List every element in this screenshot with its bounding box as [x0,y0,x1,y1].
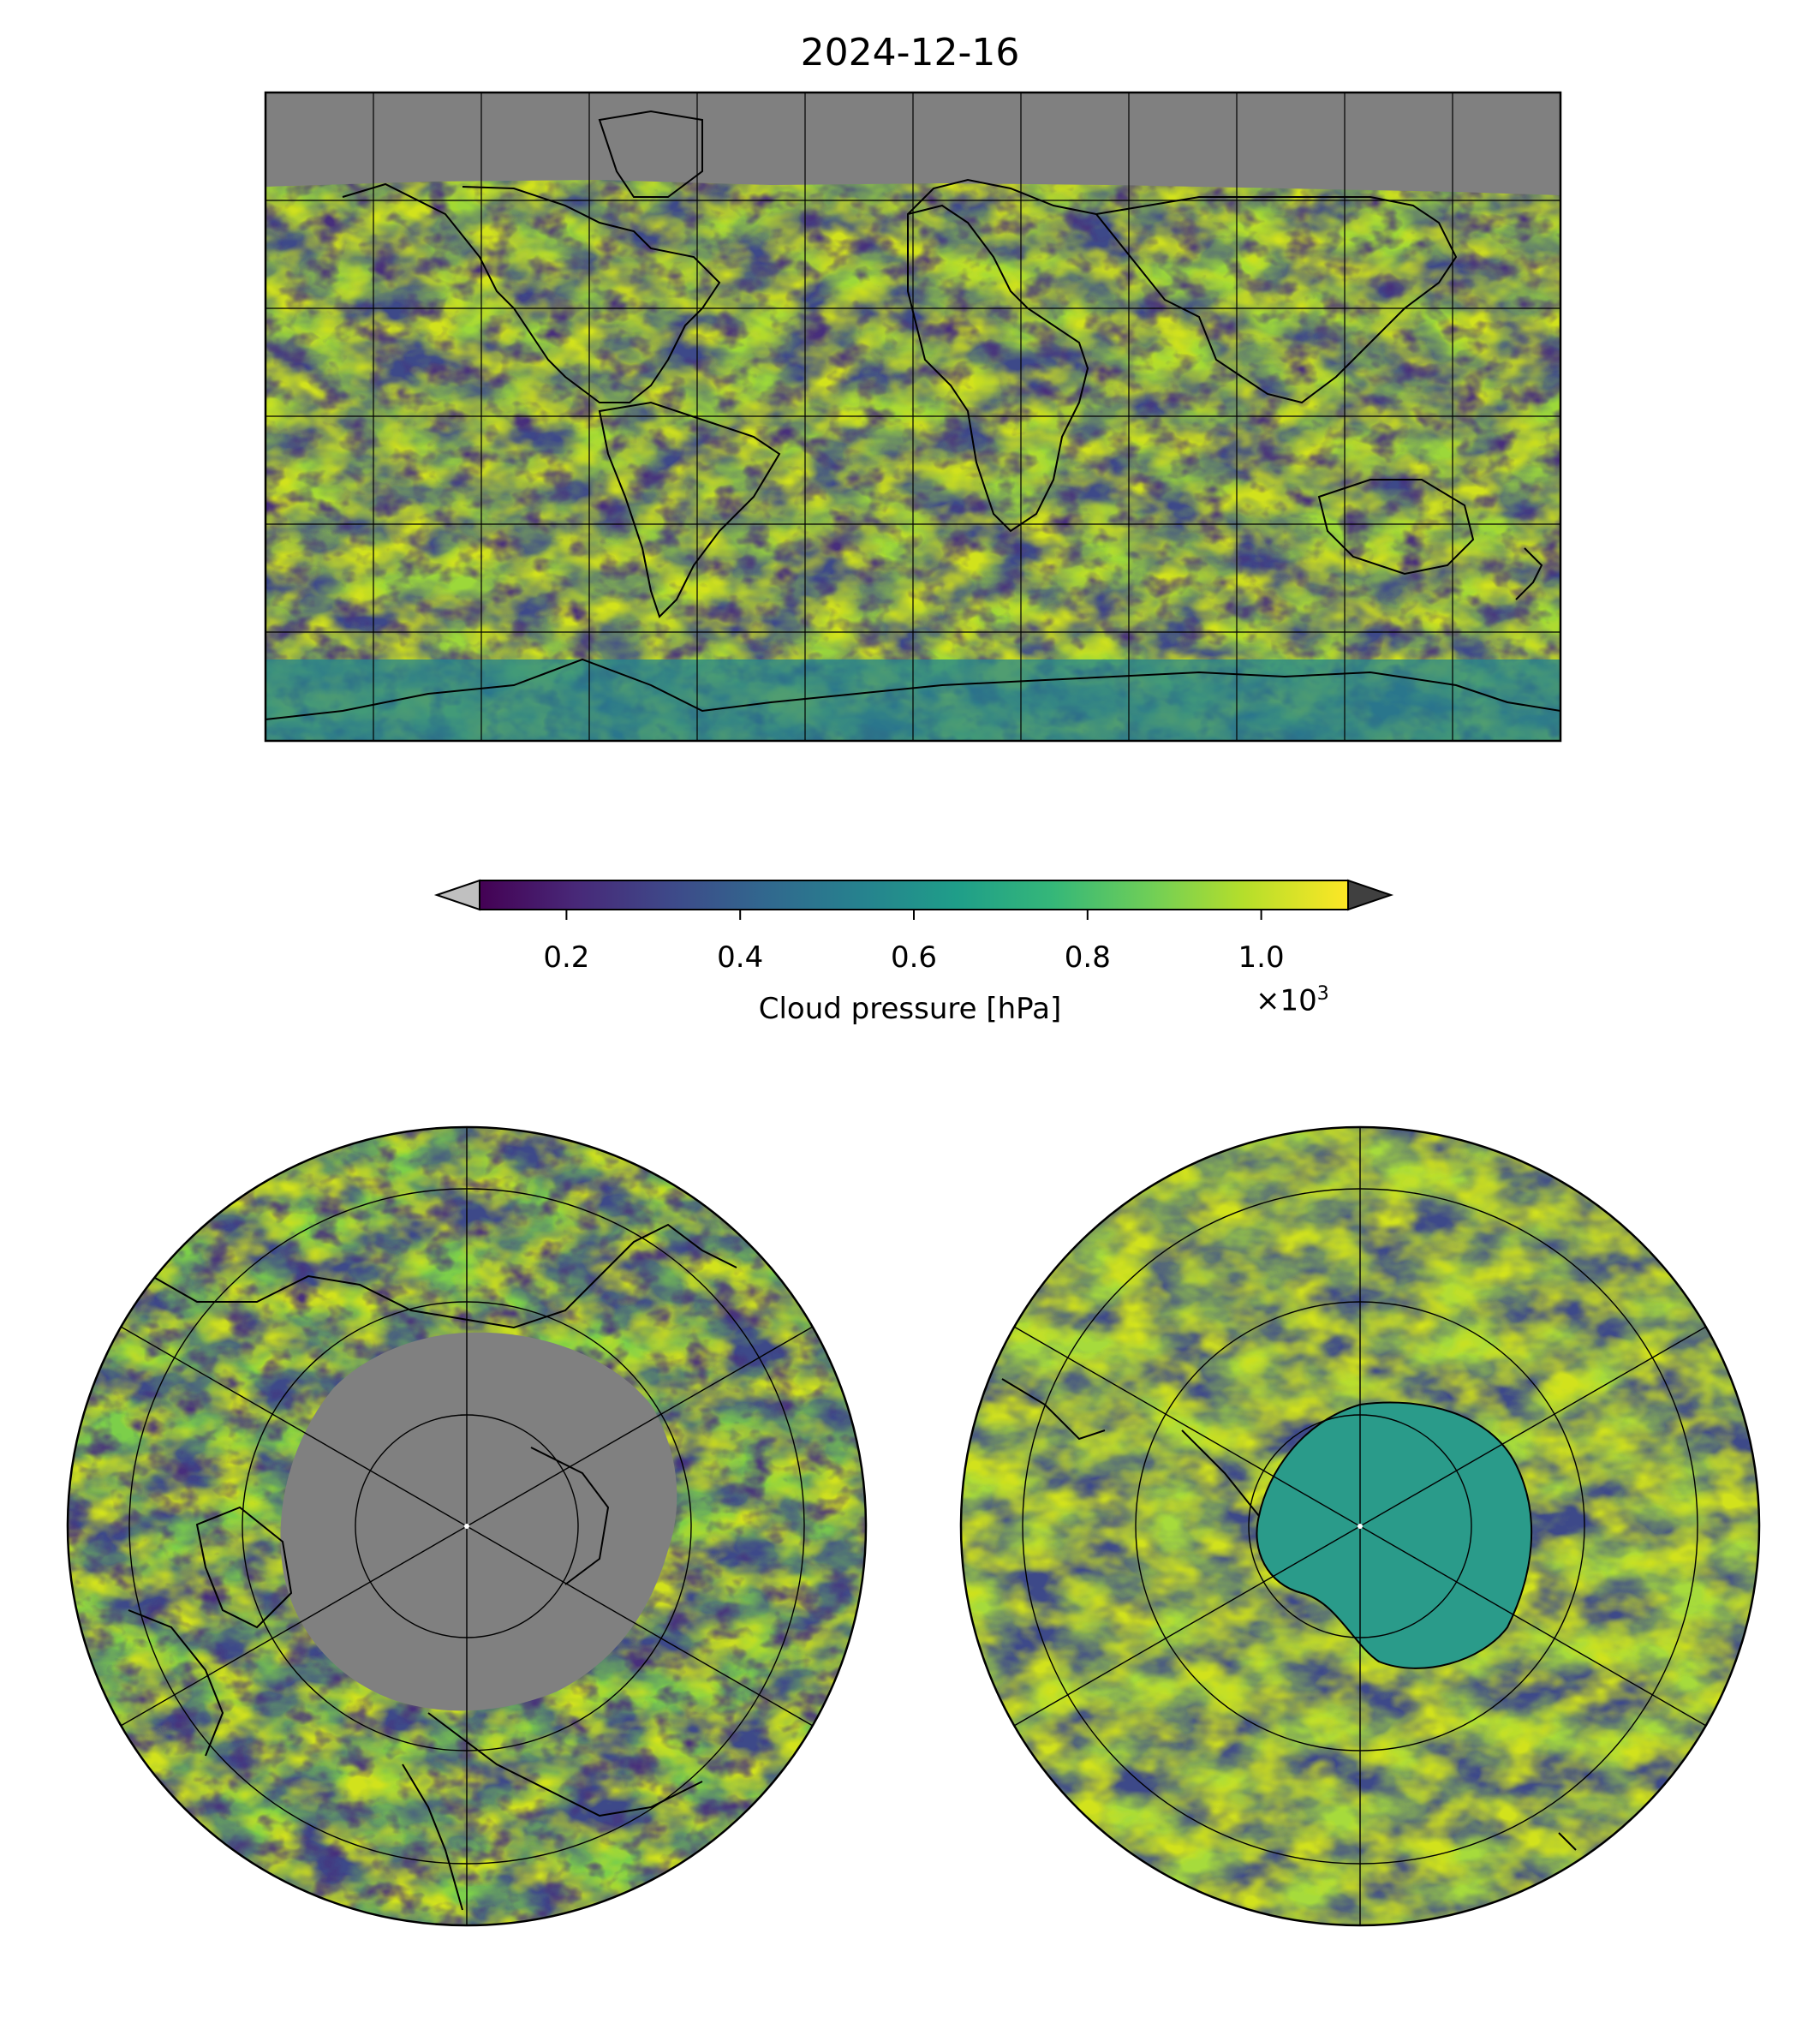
antarctica-plateau [1256,1402,1532,1668]
global-graticule [266,92,1560,741]
colorbar-ticks [565,910,1262,920]
figure-title: 2024-12-16 [800,31,1020,75]
colorbar-tick-label: 0.6 [890,940,938,975]
colorbar-gradient [479,880,1349,910]
colorbar-tick-label: 1.0 [1238,940,1285,975]
south-polar-map [959,1125,1761,1927]
global-map [266,92,1560,741]
north-polar-map [66,1125,868,1927]
colorbar [433,879,1394,920]
north-map-frame [66,1125,868,1927]
north-pole-marker [464,1524,469,1529]
global-coastlines [266,110,1560,720]
colorbar-label: Cloud pressure [hPa] [758,992,1062,1026]
global-map-frame [264,91,1562,743]
south-pole-marker [1358,1524,1363,1529]
colorbar-tick-label: 0.8 [1064,940,1111,975]
colorbar-under-arrow [433,879,480,911]
south-coastlines [1001,1378,1577,1851]
colorbar-tick-label: 0.4 [717,940,764,975]
colorbar-multiplier-exponent: 3 [1316,983,1329,1005]
colorbar-over-arrow [1347,879,1394,911]
north-coastlines [128,1223,737,1911]
colorbar-tick-label: 0.2 [543,940,590,975]
south-map-frame [959,1125,1761,1927]
north-no-data-region [280,1332,677,1711]
colorbar-multiplier: ×103 [1256,983,1329,1017]
colorbar-multiplier-base: ×10 [1256,983,1317,1018]
